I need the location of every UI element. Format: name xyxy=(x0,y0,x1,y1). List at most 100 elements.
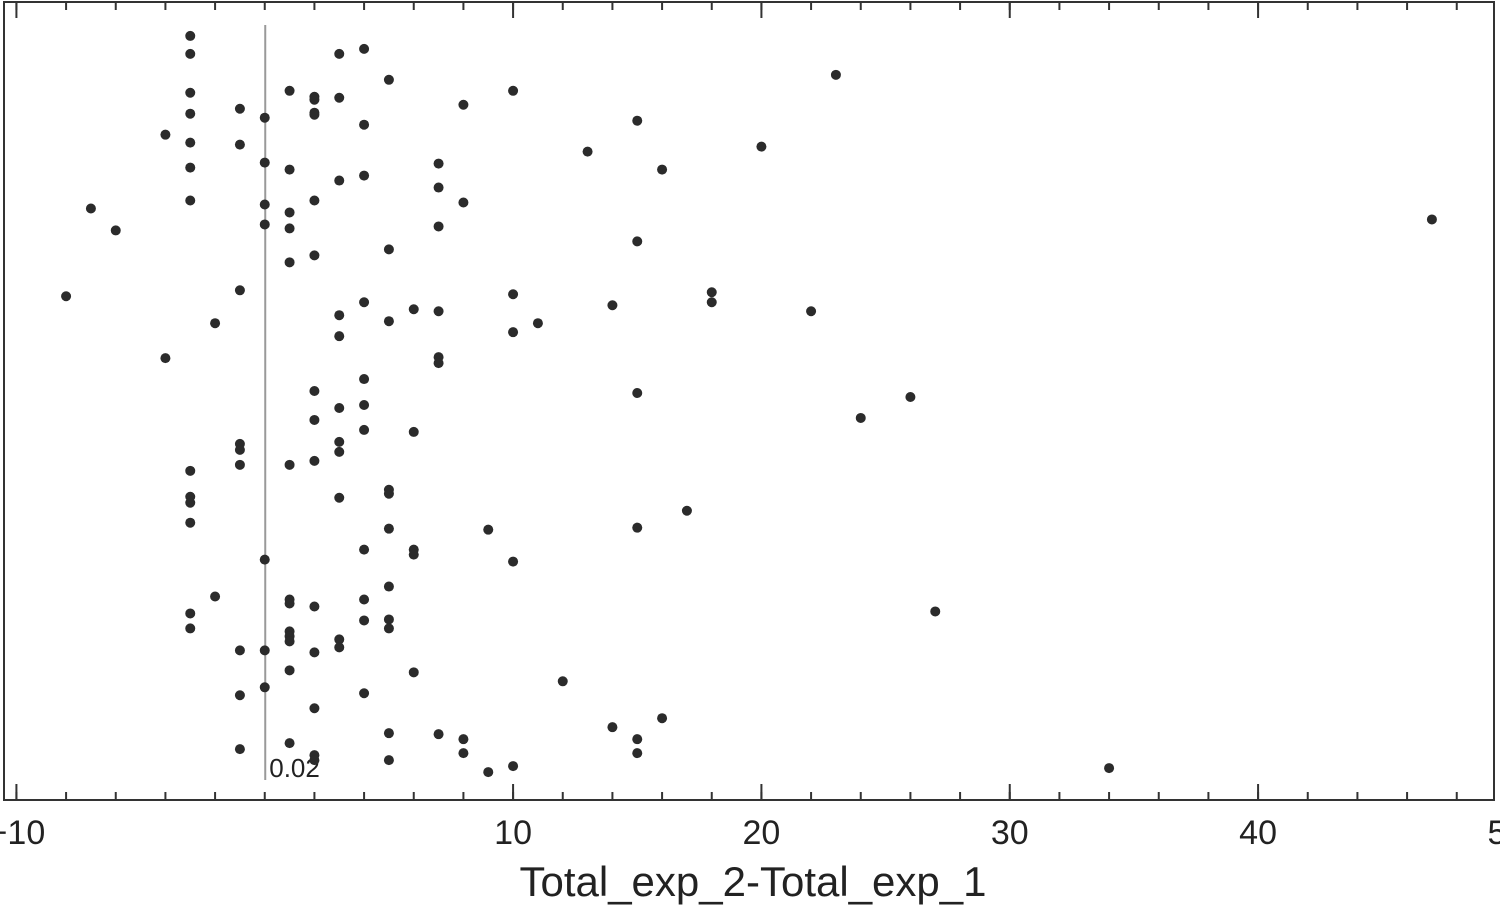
point xyxy=(259,219,270,230)
point xyxy=(557,676,568,687)
point xyxy=(185,517,196,528)
point xyxy=(309,647,320,658)
x-tick-label: −10 xyxy=(0,814,45,852)
point xyxy=(905,392,916,403)
point xyxy=(383,523,394,534)
point xyxy=(284,164,295,175)
point xyxy=(284,85,295,96)
point xyxy=(433,182,444,193)
point xyxy=(309,601,320,612)
point xyxy=(1104,763,1115,774)
point xyxy=(433,729,444,740)
point xyxy=(234,459,245,470)
point xyxy=(334,634,345,645)
point xyxy=(458,197,469,208)
point xyxy=(185,623,196,634)
point xyxy=(334,492,345,503)
point xyxy=(160,129,171,140)
point xyxy=(160,353,171,364)
plot-frame xyxy=(3,1,1495,801)
point xyxy=(259,554,270,565)
point xyxy=(259,645,270,656)
point xyxy=(334,310,345,321)
x-tick-label: 30 xyxy=(991,814,1029,852)
point xyxy=(309,755,320,766)
point xyxy=(383,623,394,634)
point xyxy=(284,636,295,647)
point xyxy=(309,386,320,397)
point xyxy=(334,48,345,59)
point xyxy=(632,388,643,399)
point xyxy=(259,157,270,168)
point xyxy=(284,207,295,218)
point xyxy=(508,327,519,338)
point xyxy=(309,94,320,105)
point xyxy=(408,304,419,315)
point xyxy=(284,257,295,268)
point xyxy=(234,285,245,296)
point xyxy=(433,158,444,169)
point xyxy=(706,287,717,298)
point xyxy=(185,497,196,508)
point xyxy=(657,164,668,175)
point xyxy=(334,92,345,103)
point xyxy=(309,250,320,261)
point xyxy=(508,289,519,300)
point xyxy=(632,748,643,759)
point xyxy=(359,374,370,385)
point xyxy=(309,195,320,206)
point xyxy=(61,291,72,302)
point xyxy=(210,591,221,602)
point xyxy=(383,755,394,766)
point xyxy=(383,316,394,327)
point xyxy=(433,358,444,369)
point xyxy=(408,549,419,560)
point xyxy=(359,688,370,699)
point xyxy=(309,455,320,466)
point xyxy=(359,399,370,410)
point xyxy=(234,139,245,150)
point xyxy=(259,682,270,693)
point xyxy=(309,109,320,120)
point xyxy=(607,722,618,733)
point xyxy=(334,446,345,457)
point xyxy=(359,43,370,54)
point xyxy=(855,412,866,423)
point xyxy=(234,444,245,455)
point xyxy=(632,734,643,745)
x-axis-title: Total_exp_2-Total_exp_1 xyxy=(519,858,986,905)
point xyxy=(508,761,519,772)
point xyxy=(234,103,245,114)
point xyxy=(259,112,270,123)
point xyxy=(284,665,295,676)
point xyxy=(234,645,245,656)
point xyxy=(458,734,469,745)
point xyxy=(408,426,419,437)
point xyxy=(85,203,96,214)
point xyxy=(185,30,196,41)
point xyxy=(383,581,394,592)
point xyxy=(508,85,519,96)
point xyxy=(433,221,444,232)
point xyxy=(185,108,196,119)
point xyxy=(359,297,370,308)
point xyxy=(359,615,370,626)
point xyxy=(359,424,370,435)
x-tick-label: 50 xyxy=(1488,814,1500,852)
point xyxy=(334,402,345,413)
point xyxy=(334,331,345,342)
point xyxy=(284,598,295,609)
point xyxy=(334,436,345,447)
point xyxy=(383,74,394,85)
point xyxy=(234,690,245,701)
point xyxy=(383,488,394,499)
point xyxy=(830,69,841,80)
point xyxy=(185,465,196,476)
point xyxy=(185,137,196,148)
x-tick-label: 40 xyxy=(1239,814,1277,852)
point xyxy=(259,199,270,210)
point xyxy=(185,87,196,98)
point xyxy=(756,141,767,152)
point xyxy=(930,606,941,617)
